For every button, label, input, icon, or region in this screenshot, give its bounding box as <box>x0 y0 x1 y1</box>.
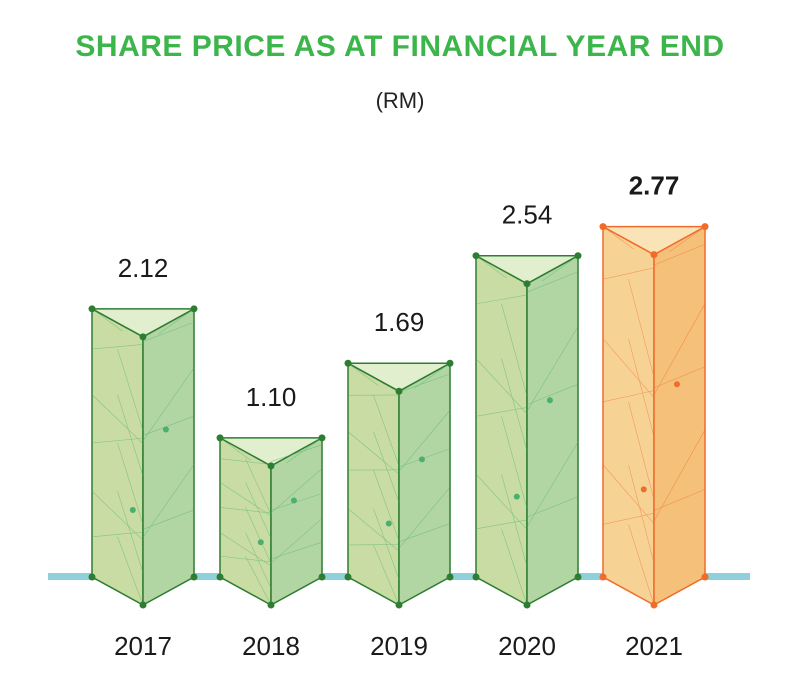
tick-label-2018: 2018 <box>242 631 300 661</box>
data-label-2021: 2.77 <box>629 171 680 201</box>
bar-2020 <box>472 252 582 609</box>
bar-vertex-dot <box>418 456 425 463</box>
bar-vertex-dot <box>701 573 709 581</box>
bar-mesh <box>347 362 451 606</box>
bar-vertex-dot <box>513 493 520 500</box>
bar-vertex-dot <box>190 305 198 313</box>
bar-vertex-dot <box>650 251 658 259</box>
bar-vertex-dot <box>162 426 169 433</box>
bar-top-face <box>91 308 195 338</box>
bar-2017 <box>88 305 198 609</box>
bar-top-face <box>475 254 579 285</box>
labels-group: 2.12 2017 1.10 2018 1.69 2019 2.54 2020 2.77 2021 <box>114 171 683 661</box>
bar-vertex-dot <box>673 381 680 388</box>
bar-vertex-dot <box>216 434 224 442</box>
bar-top-face <box>347 362 451 393</box>
bar-left-face <box>347 361 400 607</box>
bar-2019 <box>344 359 454 609</box>
bar-vertex-dot <box>446 573 454 581</box>
bar-vertex-dot <box>472 573 480 581</box>
bars-group <box>88 223 709 609</box>
bar-2021 <box>599 223 709 609</box>
bar-right-face <box>526 254 579 607</box>
bar-vertex-dot <box>267 462 275 470</box>
bar-left-face <box>91 307 144 607</box>
bar-vertex-dot <box>395 601 403 609</box>
bar-vertex-dot <box>546 397 553 404</box>
bar-vertex-dot <box>344 359 352 367</box>
data-label-2020: 2.54 <box>502 200 553 230</box>
bar-vertex-dot <box>290 497 297 504</box>
bar-vertex-dot <box>88 305 96 313</box>
bar-vertex-dot <box>190 573 198 581</box>
bar-vertex-dot <box>523 280 531 288</box>
bar-right-face <box>653 225 706 607</box>
bar-vertex-dot <box>395 387 403 395</box>
bar-mesh <box>91 308 195 606</box>
bar-right-face <box>398 361 451 607</box>
data-label-2017: 2.12 <box>118 253 169 283</box>
bar-right-face <box>142 307 195 607</box>
bar-right-face <box>270 436 323 607</box>
bar-vertex-dot <box>139 333 147 341</box>
bar-vertex-dot <box>640 486 647 493</box>
bar-vertex-dot <box>574 252 582 260</box>
bar-top-face <box>219 437 323 467</box>
bar-vertex-dot <box>344 573 352 581</box>
bar-vertex-dot <box>139 601 147 609</box>
bar-2018 <box>216 434 326 609</box>
tick-label-2021: 2021 <box>625 631 683 661</box>
bar-vertex-dot <box>599 573 607 581</box>
bar-vertex-dot <box>257 539 264 546</box>
bar-vertex-dot <box>574 573 582 581</box>
bar-left-face <box>602 225 655 607</box>
bar-vertex-dot <box>523 601 531 609</box>
bar-mesh <box>475 255 579 606</box>
chart-unit-label: (RM) <box>375 88 425 113</box>
bar-vertex-dot <box>318 434 326 442</box>
bar-vertex-dot <box>472 252 480 260</box>
bar-vertex-dot <box>385 520 392 527</box>
data-label-2018: 1.10 <box>246 382 297 412</box>
tick-label-2019: 2019 <box>370 631 428 661</box>
bar-vertex-dot <box>318 573 326 581</box>
bar-mesh <box>219 437 323 606</box>
bar-left-face <box>475 254 528 607</box>
bar-vertex-dot <box>88 573 96 581</box>
bar-vertex-dot <box>650 601 658 609</box>
bar-vertex-dot <box>267 601 275 609</box>
tick-label-2017: 2017 <box>114 631 172 661</box>
data-label-2019: 1.69 <box>374 307 425 337</box>
bar-vertex-dot <box>599 223 607 231</box>
bar-vertex-dot <box>216 573 224 581</box>
bar-vertex-dot <box>446 359 454 367</box>
bar-top-face <box>602 225 706 256</box>
tick-label-2020: 2020 <box>498 631 556 661</box>
bar-mesh <box>602 226 706 606</box>
bar-vertex-dot <box>129 506 136 513</box>
chart-title: SHARE PRICE AS AT FINANCIAL YEAR END <box>75 30 725 63</box>
bar-vertex-dot <box>701 223 709 231</box>
